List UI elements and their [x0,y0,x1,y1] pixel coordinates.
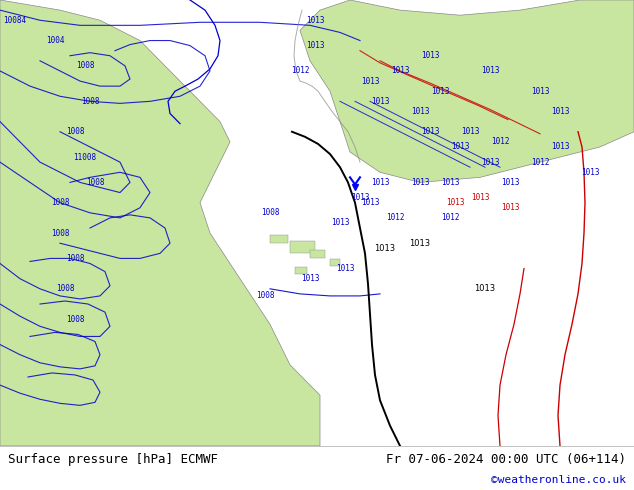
Text: 1013: 1013 [331,219,349,227]
Text: 1008: 1008 [256,292,275,300]
Text: 1013: 1013 [371,178,389,187]
Text: 1012: 1012 [441,213,459,222]
Text: 1013: 1013 [551,107,569,116]
Text: 1013: 1013 [551,143,569,151]
Text: 1013: 1013 [411,178,429,187]
Text: 1013: 1013 [501,178,519,187]
Text: 1013: 1013 [361,76,379,86]
Text: Fr 07-06-2024 00:00 UTC (06+114): Fr 07-06-2024 00:00 UTC (06+114) [386,453,626,466]
Text: 1008: 1008 [261,208,279,218]
Text: 1013: 1013 [306,16,324,25]
Text: 1013: 1013 [336,264,354,273]
Text: 1013: 1013 [410,239,430,248]
Polygon shape [310,250,325,258]
Text: 1013: 1013 [301,274,320,283]
Text: 1008: 1008 [51,228,69,238]
Text: 1008: 1008 [56,284,74,294]
Text: 1008: 1008 [51,198,69,207]
Text: 1013: 1013 [446,198,464,207]
Text: 1012: 1012 [491,137,509,147]
Text: 1008: 1008 [66,127,84,136]
Text: 10084: 10084 [3,16,27,25]
Text: 1013: 1013 [441,178,459,187]
Text: 1013: 1013 [481,67,499,75]
Polygon shape [295,267,307,273]
Text: ©weatheronline.co.uk: ©weatheronline.co.uk [491,475,626,485]
Text: 1012: 1012 [531,158,549,167]
Text: 1013: 1013 [375,244,396,253]
Text: 1013: 1013 [421,127,439,136]
Text: 1013: 1013 [461,127,479,136]
Polygon shape [300,0,634,182]
Text: 1012: 1012 [385,213,404,222]
Polygon shape [0,0,320,446]
Text: 1013: 1013 [421,51,439,60]
Text: 1004: 1004 [46,36,64,45]
Text: 1012: 1012 [291,67,309,75]
Text: 1013: 1013 [531,87,549,96]
Text: 11008: 11008 [74,152,96,162]
Polygon shape [270,235,288,243]
Text: 1013: 1013 [411,107,429,116]
Text: 1013: 1013 [471,193,489,202]
Text: 1013: 1013 [361,198,379,207]
Text: 1013: 1013 [451,143,469,151]
Polygon shape [290,241,315,253]
Polygon shape [330,259,340,266]
Text: 1013: 1013 [481,158,499,167]
Text: 1013: 1013 [351,193,369,202]
Text: 1013: 1013 [581,168,599,177]
Text: Surface pressure [hPa] ECMWF: Surface pressure [hPa] ECMWF [8,453,218,466]
Text: 1013: 1013 [306,41,324,50]
Text: 1008: 1008 [75,61,94,71]
Text: 1008: 1008 [66,254,84,263]
Text: 1008: 1008 [66,315,84,324]
Text: 1013: 1013 [474,284,496,294]
Text: 1013: 1013 [371,97,389,106]
Text: 1013: 1013 [391,67,410,75]
Text: 1008: 1008 [86,178,104,187]
Text: 1013: 1013 [430,87,450,96]
Text: 1008: 1008 [81,97,100,106]
Text: 1013: 1013 [501,203,519,212]
